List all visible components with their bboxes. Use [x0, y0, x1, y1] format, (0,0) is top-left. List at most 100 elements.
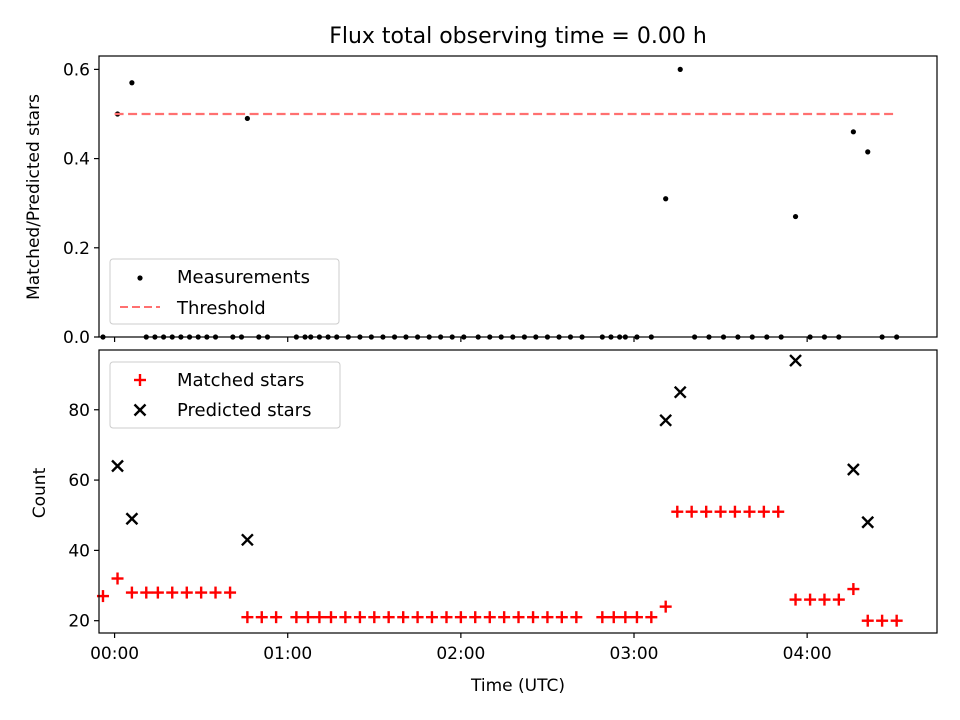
chart-title: Flux total observing time = 0.00 h	[329, 24, 707, 49]
bottom-axes: 20 40 60 80 00:00 01:00 02:00 03:00 04:00	[68, 349, 938, 664]
x-axis-label: Time (UTC)	[470, 676, 565, 696]
matched-stars-point	[847, 583, 860, 596]
matched-stars-point	[339, 611, 352, 624]
matched-stars-point	[209, 586, 222, 599]
matched-stars-point	[541, 611, 554, 624]
x-tick-label: 04:00	[783, 644, 832, 664]
matched-stars-point	[195, 586, 208, 599]
matched-stars-point	[353, 611, 366, 624]
matched-stars-point	[140, 586, 153, 599]
bottom-legend: Matched stars Predicted stars	[109, 361, 341, 429]
predicted-stars-point	[111, 459, 124, 473]
matched-stars-point	[630, 611, 643, 624]
bottom-panel: Count Time (UTC) 20 40 60 80 00:00 01:00 02:00…	[30, 349, 938, 696]
matched-stars-point	[818, 593, 831, 606]
matched-stars-point	[368, 611, 381, 624]
matched-stars-point	[659, 600, 672, 613]
x-tick-label: 00:00	[90, 644, 139, 664]
measurement-point	[663, 196, 669, 202]
legend-measurements-label: Measurements	[177, 267, 310, 288]
matched-stars-point	[325, 611, 338, 624]
measurement-point	[792, 213, 799, 220]
y-tick-label: 0.4	[63, 150, 90, 170]
top-legend-box	[109, 258, 340, 325]
matched-stars-point	[700, 505, 713, 518]
matched-stars-point	[671, 505, 684, 518]
matched-stars-point	[743, 505, 756, 518]
legend-matched-marker	[134, 374, 146, 386]
legend-matched-label: Matched stars	[177, 370, 304, 391]
bottom-legend-box	[109, 361, 341, 429]
legend-predicted-label: Predicted stars	[177, 400, 311, 421]
top-axes: 0.0 0.2 0.4 0.6	[63, 55, 938, 348]
matched-stars-point	[166, 586, 179, 599]
matched-stars-point	[397, 611, 410, 624]
matched-stars-point	[570, 611, 583, 624]
measurement-point	[129, 80, 135, 86]
predicted-stars-point	[673, 385, 687, 399]
matched-stars-point	[512, 611, 525, 624]
y-tick-label: 0.2	[63, 239, 90, 259]
matched-stars-point	[876, 614, 889, 627]
matched-stars-point	[301, 611, 314, 624]
matched-stars-point	[483, 611, 496, 624]
matched-stars-point	[469, 611, 482, 624]
matched-stars-point	[241, 611, 254, 624]
y-tick-label: 20	[68, 612, 90, 632]
matched-stars-point	[125, 586, 138, 599]
x-tick-label: 01:00	[263, 644, 312, 664]
matched-stars-point	[555, 611, 568, 624]
predicted-stars-point	[125, 512, 139, 526]
measurement-point	[865, 149, 871, 155]
matched-stars-point	[714, 505, 727, 518]
y-tick-label: 0.0	[63, 328, 90, 348]
measurement-point	[850, 129, 856, 135]
matched-stars-point	[313, 611, 326, 624]
legend-measurements-marker	[137, 275, 143, 281]
measurement-point	[244, 115, 250, 122]
y-tick-label: 80	[68, 401, 90, 421]
predicted-stars-point	[789, 354, 802, 367]
matched-stars-point	[789, 593, 802, 606]
matched-stars-point	[772, 505, 785, 518]
predicted-stars-point	[659, 413, 673, 427]
matched-stars-point	[270, 611, 283, 624]
legend-predicted-marker	[133, 403, 147, 417]
matched-stars-point	[804, 593, 817, 606]
matched-stars-point	[411, 611, 424, 624]
matched-stars-point	[645, 611, 658, 624]
y-tick-label: 0.6	[63, 60, 90, 80]
plot-frame	[98, 55, 938, 338]
top-panel: Flux total observing time = 0.00 h Match…	[24, 24, 938, 348]
matched-stars-point	[890, 614, 903, 627]
plot-frame	[98, 349, 938, 634]
matched-stars-point	[728, 505, 741, 518]
matched-stars-point	[596, 611, 609, 624]
top-legend: Measurements Threshold	[109, 258, 340, 325]
matched-stars-point	[151, 586, 164, 599]
matched-stars-point	[111, 572, 124, 585]
matched-stars-point	[527, 611, 540, 624]
x-tick-label: 03:00	[610, 644, 659, 664]
bottom-y-axis-label: Count	[30, 467, 50, 518]
matched-stars-point	[498, 611, 511, 624]
matched-stars-point	[607, 611, 620, 624]
bottom-plot-marks	[96, 354, 903, 627]
top-y-axis-label: Matched/Predicted stars	[24, 94, 44, 300]
matched-stars-point	[861, 614, 874, 627]
x-tick-label: 02:00	[436, 644, 485, 664]
matched-stars-point	[454, 611, 467, 624]
predicted-stars-point	[861, 515, 875, 529]
matched-stars-point	[685, 505, 698, 518]
matched-stars-point	[832, 593, 845, 606]
matched-stars-point	[255, 611, 268, 624]
matched-stars-point	[440, 611, 453, 624]
matched-stars-point	[224, 586, 237, 599]
matched-stars-point	[425, 611, 438, 624]
legend-threshold-label: Threshold	[176, 298, 266, 319]
matched-stars-point	[382, 611, 395, 624]
matched-stars-point	[757, 505, 770, 518]
y-tick-label: 40	[68, 541, 90, 561]
y-tick-label: 60	[68, 471, 90, 491]
